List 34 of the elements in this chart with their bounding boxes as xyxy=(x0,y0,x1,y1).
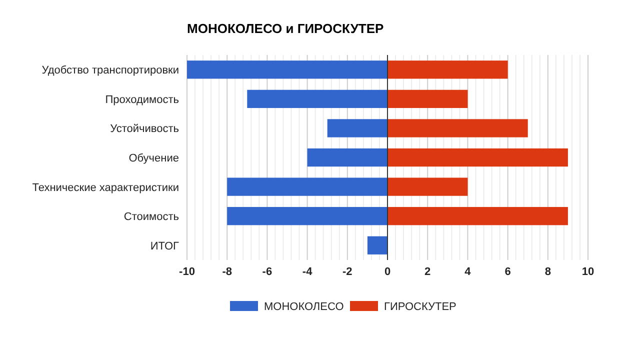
bar xyxy=(388,119,528,138)
x-tick-label: -8 xyxy=(222,266,232,278)
bar xyxy=(247,90,388,108)
bar xyxy=(367,236,388,254)
x-tick-label: 10 xyxy=(582,266,594,278)
x-tick-label: 4 xyxy=(464,266,472,278)
x-tick-label: -4 xyxy=(302,266,314,278)
x-tick-label: -2 xyxy=(342,266,352,278)
y-tick-label: Устойчивость xyxy=(110,123,180,136)
x-tick-label: 8 xyxy=(544,266,551,278)
x-tick-label: 0 xyxy=(384,266,391,278)
y-tick-label: Стоимость xyxy=(124,211,180,224)
y-tick-label: Удобство транспортировки xyxy=(42,64,179,77)
x-tick-label: 6 xyxy=(504,266,511,278)
x-tick-label: 2 xyxy=(424,266,431,278)
bar xyxy=(227,206,388,226)
bar xyxy=(388,206,568,226)
bar xyxy=(187,60,388,79)
bar xyxy=(388,148,568,167)
y-tick-label: Обучение xyxy=(128,152,179,164)
bar xyxy=(227,178,388,196)
bar xyxy=(327,119,388,138)
bar xyxy=(388,178,468,196)
chart-title: МОНОКОЛЕСО и ГИРОСКУТЕР xyxy=(187,21,384,36)
bar xyxy=(388,90,468,108)
x-tick-label: -10 xyxy=(179,266,195,278)
x-tick-label: -6 xyxy=(262,266,272,278)
y-tick-label: ИТОГ xyxy=(150,240,180,252)
y-tick-label: Проходимость xyxy=(105,94,180,106)
legend-label: ГИРОСКУТЕР xyxy=(384,301,456,313)
bar xyxy=(307,148,388,167)
bar xyxy=(388,60,508,79)
legend-label: МОНОКОЛЕСО xyxy=(264,301,344,313)
y-tick-label: Технические характеристики xyxy=(32,182,179,194)
